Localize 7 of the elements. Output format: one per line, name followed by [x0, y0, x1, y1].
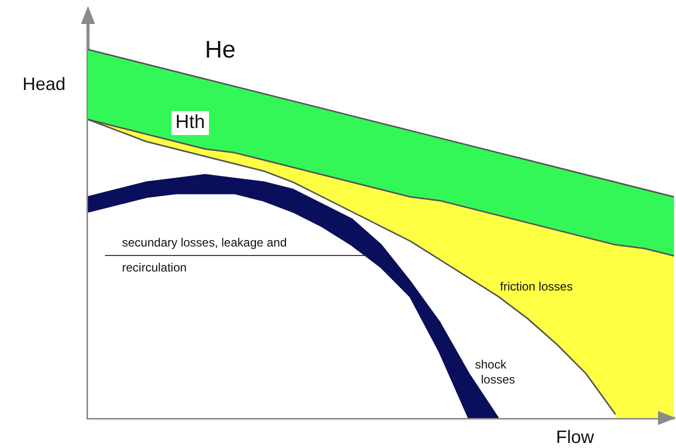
x-axis-title: Flow	[556, 426, 595, 447]
annotation: secundary losses, leakage and recirculation	[122, 235, 287, 274]
annotation: shock losses	[475, 357, 516, 386]
series-label: He	[204, 36, 236, 64]
y-axis-title: Head	[22, 74, 66, 94]
series-label: Hth	[175, 112, 205, 134]
annotation: friction losses	[500, 279, 573, 294]
